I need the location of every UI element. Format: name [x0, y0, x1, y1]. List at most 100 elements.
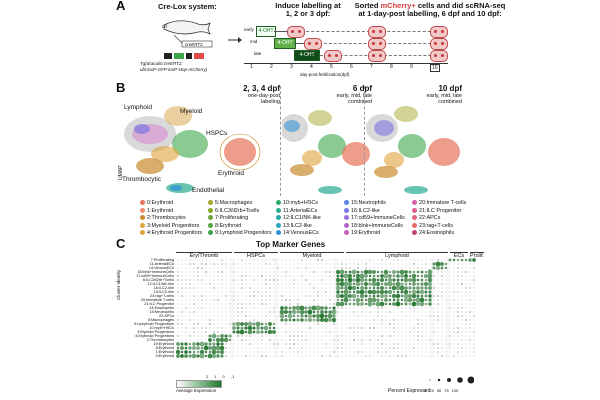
expression-dot: [213, 315, 215, 317]
expression-dot: [409, 263, 411, 265]
expression-dot: [221, 323, 223, 325]
expression-dot: [281, 327, 283, 329]
legend-label: 9:Lymphoid Progenitors: [215, 230, 272, 236]
expression-dot: [421, 319, 423, 321]
row-label-early: early: [244, 27, 254, 32]
construct-label: Tg(draculin:creERT2; ubi:loxP-GFP-loxP-s…: [140, 61, 208, 72]
expression-dot: [257, 347, 259, 349]
expression-dot: [361, 307, 363, 309]
expression-dot: [277, 331, 279, 333]
expression-dot: [321, 295, 323, 297]
expression-dot: [236, 334, 240, 338]
expression-dot: [425, 327, 427, 329]
expression-dot: [413, 267, 415, 269]
expression-dot: [312, 298, 316, 302]
expression-dot: [257, 275, 259, 277]
cluster-row-label: 15:Neutrophils: [149, 310, 174, 314]
expression-dot: [356, 266, 360, 270]
expression-dot: [240, 286, 244, 290]
expression-dot: [301, 271, 303, 273]
expression-dot: [373, 323, 375, 325]
expression-dot: [249, 347, 251, 349]
expression-dot: [181, 275, 183, 277]
expression-dot: [465, 331, 467, 333]
expression-dot: [329, 267, 331, 269]
expression-dot: [281, 343, 283, 345]
expression-dot: [277, 327, 279, 329]
expression-dot: [469, 315, 471, 317]
cluster-row-label: 16:ILC2-like: [153, 286, 174, 290]
expression-dot: [201, 331, 203, 333]
expression-dot: [425, 351, 427, 353]
expression-dot: [457, 275, 459, 277]
expression-dot: [240, 310, 244, 314]
expression-dot: [289, 295, 291, 297]
expression-dot: [232, 330, 236, 334]
expression-dot: [316, 310, 320, 314]
expression-dot: [297, 275, 299, 277]
expression-dot: [473, 343, 475, 345]
expression-dot: [229, 347, 231, 349]
legend-item: 13:ILC2-like: [276, 223, 312, 229]
expression-dot: [240, 338, 244, 342]
expression-dot: [329, 347, 331, 349]
expression-dot: [340, 298, 344, 302]
expression-dot: [177, 307, 179, 309]
expression-dot: [371, 297, 377, 303]
legend-label: 19:Erythroid: [351, 230, 381, 236]
expression-dot: [312, 270, 316, 274]
expression-dot: [305, 259, 307, 261]
expression-dot: [272, 306, 276, 310]
expression-dot: [229, 275, 231, 277]
expression-dot: [176, 290, 180, 294]
expression-dot: [409, 335, 411, 337]
expression-dot: [305, 295, 307, 297]
expression-dot: [313, 323, 315, 325]
expression-dot: [325, 343, 327, 345]
expression-dot: [293, 295, 295, 297]
expression-dot: [405, 267, 407, 269]
legend-swatch: [344, 230, 349, 236]
expression-dot: [365, 343, 367, 345]
expression-dot: [321, 287, 323, 289]
expression-dot: [403, 277, 409, 283]
expression-dot: [284, 318, 288, 322]
expression-dot: [285, 259, 287, 261]
expression-dot: [407, 297, 413, 303]
expression-dot: [457, 323, 459, 325]
expression-dot: [468, 310, 472, 314]
expression-dot: [461, 331, 463, 333]
expression-dot: [368, 286, 372, 290]
expression-dot: [328, 318, 332, 322]
expression-dot: [277, 291, 279, 293]
expression-dot: [225, 279, 227, 281]
expression-dot: [437, 311, 439, 313]
expression-dot: [197, 327, 199, 329]
expression-dot: [417, 327, 419, 329]
expression-dot: [301, 343, 303, 345]
expression-dot: [456, 314, 460, 318]
expression-dot: [333, 275, 335, 277]
expression-dot: [205, 315, 207, 317]
expression-dot: [328, 298, 332, 302]
expression-dot: [420, 286, 424, 290]
expression-dot: [348, 294, 352, 298]
expression-dot: [364, 302, 368, 306]
expression-dot: [265, 319, 267, 321]
expression-dot: [353, 323, 355, 325]
expression-dot: [315, 305, 321, 311]
expression-dot: [385, 343, 387, 345]
expression-dot: [401, 263, 403, 265]
legend-item: 15:Neutrophils: [344, 200, 386, 206]
expression-dot: [229, 315, 231, 317]
expression-dot: [245, 303, 247, 305]
expression-dot: [336, 274, 340, 278]
expression-dot: [401, 267, 403, 269]
expression-dot: [429, 323, 431, 325]
expression-dot: [401, 323, 403, 325]
expression-dot: [416, 266, 420, 270]
expression-dot: [184, 342, 188, 346]
expression-dot: [365, 267, 367, 269]
expression-dot: [396, 278, 400, 282]
expression-dot: [401, 355, 403, 357]
